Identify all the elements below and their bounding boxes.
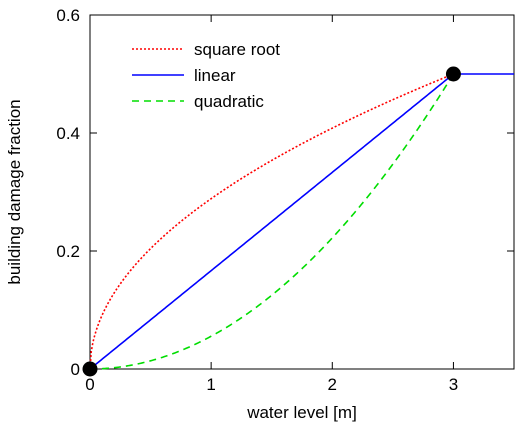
marker-layer (82, 66, 461, 377)
plot-frame (89, 14, 515, 370)
y-tick-label: 0 (71, 360, 80, 379)
data-point-marker (445, 66, 461, 82)
series-square-root-line (89, 73, 454, 370)
y-tick-label: 0.2 (56, 242, 80, 261)
series-layer (89, 73, 514, 370)
x-tick-label: 0 (85, 375, 94, 394)
x-tick-label: 3 (449, 375, 458, 394)
x-tick-label: 1 (206, 375, 215, 394)
axis-ticks: 0 1 2 3 0 0.2 0.4 0.6 (56, 6, 514, 394)
x-tick-label: 2 (328, 375, 337, 394)
series-linear-line (89, 73, 514, 370)
y-axis-label: building damage fraction (5, 99, 24, 284)
y-tick-label: 0.6 (56, 6, 80, 25)
data-point-marker (82, 361, 98, 377)
x-axis-label: water level [m] (246, 403, 357, 422)
legend-entry: quadratic (194, 92, 264, 111)
y-tick-label: 0.4 (56, 124, 80, 143)
series-quadratic-line (90, 73, 455, 370)
legend-entry: square root (194, 40, 280, 59)
legend: square root linear quadratic (132, 40, 280, 111)
legend-entry: linear (194, 66, 236, 85)
